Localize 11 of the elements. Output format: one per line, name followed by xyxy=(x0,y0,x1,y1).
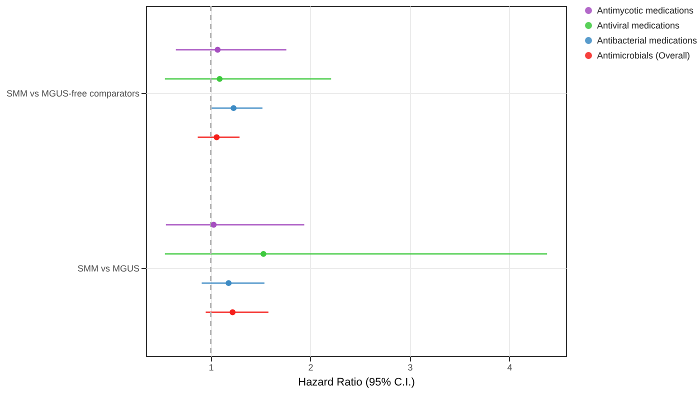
legend-label: Antimycotic medications xyxy=(597,6,694,16)
legend-label: Antiviral medications xyxy=(597,20,680,30)
x-axis-title: Hazard Ratio (95% C.I.) xyxy=(298,376,415,388)
y-tick-label: SMM vs MGUS-free comparators xyxy=(6,88,140,98)
x-tick-label: 2 xyxy=(308,362,314,372)
x-tick-label: 4 xyxy=(507,362,512,372)
legend-label: Antimicrobials (Overall) xyxy=(597,50,690,60)
x-tick-label: 1 xyxy=(208,362,214,372)
y-tick-label: SMM vs MGUS xyxy=(78,264,140,274)
x-tick-label: 3 xyxy=(408,362,413,372)
legend-label: Antibacterial medications xyxy=(597,36,698,46)
